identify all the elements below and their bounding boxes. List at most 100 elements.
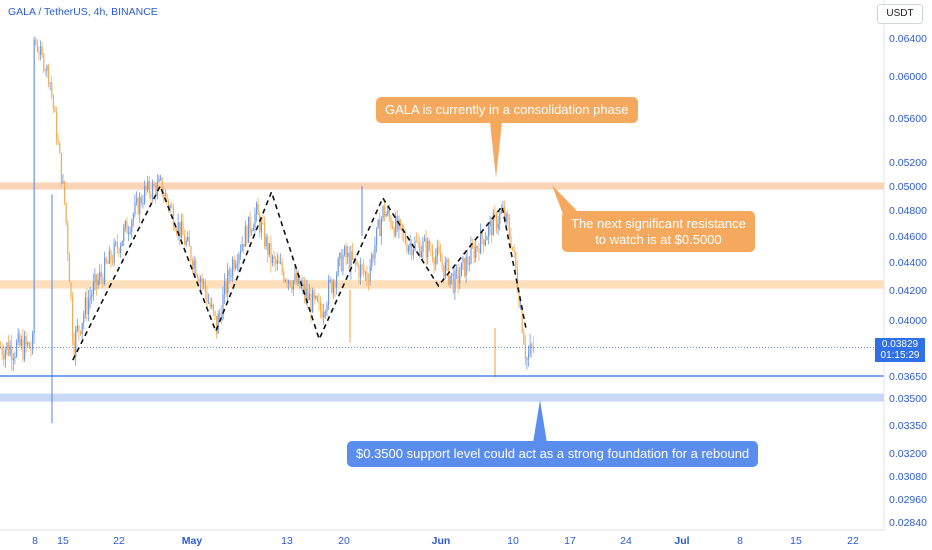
support-pointer — [533, 400, 547, 443]
zigzag-pattern — [72, 184, 527, 361]
candle-body — [531, 344, 533, 348]
candle-body — [473, 246, 475, 259]
candle-body — [38, 51, 40, 55]
candle-body — [150, 193, 152, 198]
candle-body — [273, 256, 275, 259]
candle-body — [208, 302, 210, 304]
candle-body — [483, 239, 485, 246]
y-tick-label: 0.05600 — [889, 113, 927, 125]
candle-body — [65, 202, 67, 223]
candle-body — [200, 278, 202, 283]
candle-body — [224, 280, 226, 295]
x-tick-label: 17 — [564, 535, 576, 547]
candle-body — [155, 186, 157, 196]
candle-body — [300, 285, 302, 288]
candle-body — [380, 218, 382, 237]
candle-body — [185, 240, 187, 245]
candle-body — [260, 222, 262, 233]
candle-body — [404, 233, 406, 244]
candle-body — [523, 332, 525, 345]
candle-body — [102, 277, 104, 285]
candle-body — [374, 245, 376, 259]
candle-body — [510, 235, 512, 248]
candle-body — [43, 54, 45, 71]
candle-body — [137, 198, 139, 214]
candle-body — [108, 250, 110, 264]
candle-body — [64, 181, 66, 203]
candle-body — [345, 246, 347, 258]
x-tick-label: 8 — [737, 535, 743, 547]
candle-body — [379, 220, 381, 237]
candle-body — [360, 264, 362, 278]
candle-body — [94, 274, 96, 283]
candle-body — [48, 65, 50, 83]
x-tick-label: Jun — [432, 535, 451, 547]
candle-body — [446, 259, 448, 263]
candle-body — [246, 226, 248, 243]
candle-body — [492, 212, 494, 236]
candle-body — [134, 202, 136, 215]
candle-body — [412, 250, 414, 256]
candle-body — [524, 344, 526, 360]
candle-body — [368, 280, 370, 282]
candle-body — [491, 220, 493, 236]
candle-body — [331, 279, 333, 293]
candle-body — [209, 302, 211, 307]
candle-body — [328, 280, 330, 305]
candle-body — [68, 253, 70, 283]
candle-body — [329, 279, 331, 281]
candle-body — [232, 259, 234, 276]
candle-body — [219, 313, 221, 315]
candle-body — [452, 273, 454, 293]
candle-body — [521, 306, 523, 333]
candle-body — [518, 289, 520, 307]
zone-bands — [0, 182, 884, 402]
candle-body — [419, 242, 421, 257]
candle-body — [507, 213, 509, 222]
candle-body — [289, 280, 291, 287]
candle-body — [272, 256, 274, 263]
x-tick-label: 10 — [507, 535, 519, 547]
x-tick-label: 20 — [338, 535, 350, 547]
candle-body — [99, 272, 101, 280]
candle-body — [100, 272, 102, 278]
candles — [0, 36, 534, 424]
candle-body — [180, 221, 182, 238]
last-price-value: 0.03829 — [881, 339, 919, 350]
candle-body — [392, 226, 394, 229]
candle-body — [192, 260, 194, 269]
resistance-pointer — [552, 185, 580, 217]
candle-body — [193, 260, 195, 269]
candle-body — [104, 257, 106, 285]
candle-body — [377, 220, 379, 228]
candle-body — [126, 220, 128, 234]
candle-body — [305, 288, 307, 298]
candle-body — [236, 263, 238, 265]
candle-body — [238, 254, 240, 264]
x-tick-label: 24 — [620, 535, 632, 547]
candle-body — [196, 275, 198, 278]
candle-body — [116, 242, 118, 249]
currency-unit-label[interactable]: USDT — [877, 4, 923, 24]
candle-body — [41, 46, 43, 55]
candle-body — [169, 205, 171, 208]
candle-body — [40, 46, 42, 55]
y-tick-label: 0.06400 — [889, 33, 927, 45]
candle-body — [228, 269, 230, 276]
candle-body — [459, 276, 461, 284]
candle-body — [97, 279, 99, 286]
candle-body — [91, 294, 93, 297]
time-axis[interactable]: 8 15 22 May 13 20 Jun 10 17 24 Jul 8 15 22 — [32, 535, 859, 547]
candle-body — [124, 220, 126, 228]
candle-body — [264, 222, 266, 247]
candle-body — [163, 194, 165, 197]
candle-body — [174, 226, 176, 231]
candle-body — [11, 345, 13, 361]
candle-body — [494, 212, 496, 214]
candle-body — [484, 240, 486, 246]
y-tick-label: 0.02960 — [889, 494, 927, 506]
last-price-tag: 0.03829 01:15:29 — [875, 338, 925, 362]
candle-body — [35, 39, 37, 45]
price-axis[interactable]: 0.06400 0.06000 0.05600 0.05200 0.05000 0.048… — [889, 33, 927, 529]
